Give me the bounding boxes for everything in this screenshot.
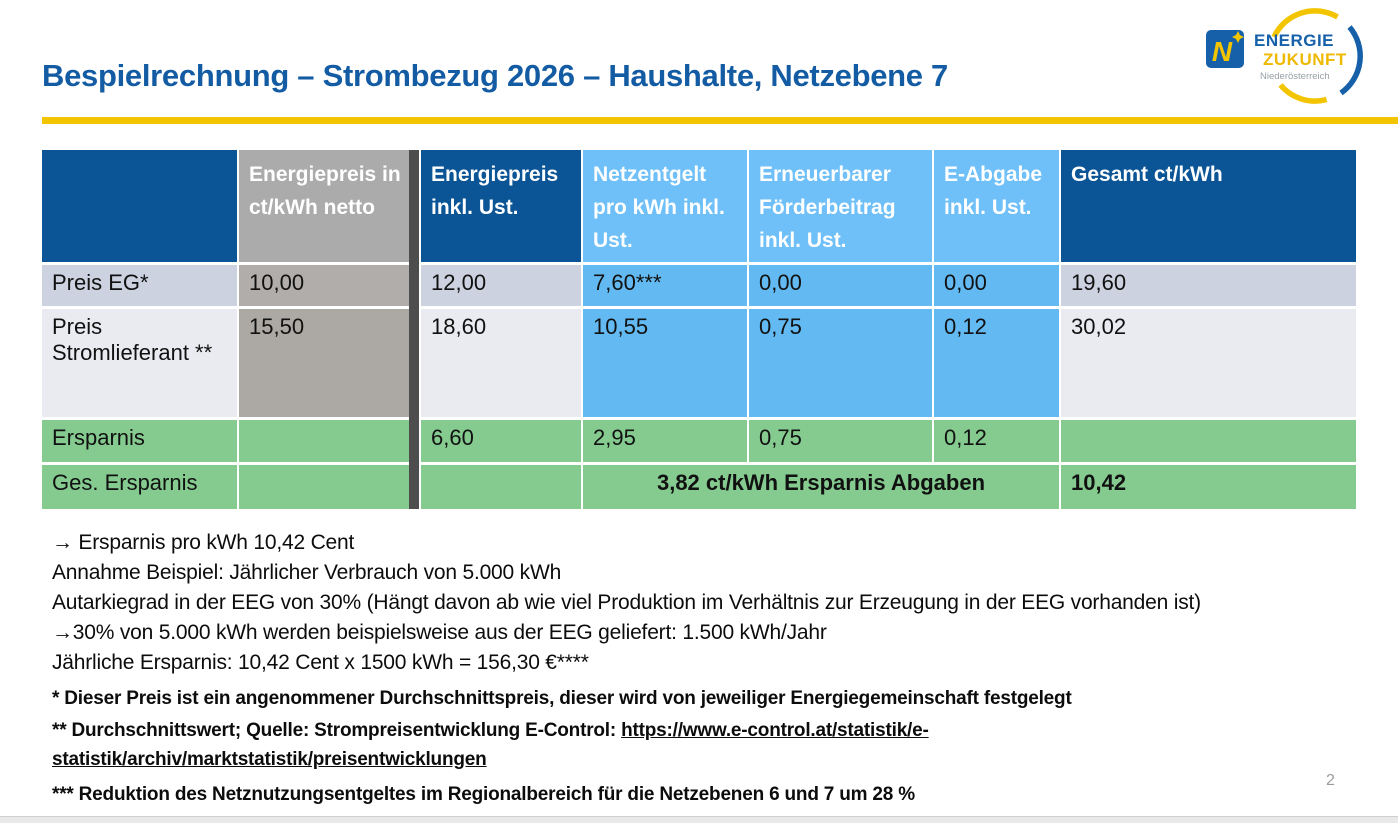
bottom-edge-bar [0, 816, 1398, 823]
cell-netzentgelt: 7,60*** [583, 265, 747, 306]
note-autarkiegrad: Autarkiegrad in der EEG von 30% (Hängt d… [52, 591, 1201, 614]
cell-brutto: 12,00 [421, 265, 581, 306]
header-cell-eabgabe: E-Abgabe inkl. Ust. [934, 150, 1059, 262]
table-row-ersparnis: Ersparnis 6,60 2,95 0,75 0,12 [42, 420, 1356, 462]
logo-graphic: N ENERGIE ZUKUNFT Niederösterreich [1206, 8, 1363, 104]
cell-gesamt: 10,42 [1061, 465, 1356, 509]
row-label: Preis Stromlieferant ** [42, 309, 237, 417]
cell-gesamt [1061, 420, 1356, 462]
e-control-link[interactable]: https://www.e-control.at/statistik/e-sta… [52, 720, 929, 770]
footnote-2-text: ** Durchschnittswert; Quelle: Strompreis… [52, 720, 622, 741]
cell-netto [239, 420, 409, 462]
row-label: Preis EG* [42, 265, 237, 306]
logo-text-energie: ENERGIE [1254, 31, 1334, 50]
header-cell-energiepreis-netto: Energiepreis in ct/kWh netto [239, 150, 409, 262]
header-cell-netzentgelt: Netzentgelt pro kWh inkl. Ust. [583, 150, 747, 262]
note-30-prozent: →30% von 5.000 kWh werden beispielsweise… [52, 621, 827, 644]
logo-n-letter: N [1212, 36, 1233, 67]
cell-netto: 15,50 [239, 309, 409, 417]
energie-zukunft-logo: N ENERGIE ZUKUNFT Niederösterreich [1200, 4, 1390, 104]
table-row-preis-eg: Preis EG* 10,00 12,00 7,60*** 0,00 0,00 … [42, 265, 1356, 306]
cell-foerderbeitrag: 0,00 [749, 265, 932, 306]
logo-text-zukunft: ZUKUNFT [1263, 50, 1347, 69]
yellow-divider-rule [42, 117, 1398, 124]
cell-foerderbeitrag: 0,75 [749, 309, 932, 417]
row-label: Ges. Ersparnis [42, 465, 237, 509]
note-annahme: Annahme Beispiel: Jährlicher Verbrauch v… [52, 561, 562, 584]
logo-text-niederoesterreich: Niederösterreich [1260, 71, 1330, 82]
footnotes-block: * Dieser Preis ist ein angenommener Durc… [52, 684, 1072, 811]
logo-n-square [1206, 30, 1244, 68]
header-cell-energiepreis-brutto: Energiepreis inkl. Ust. [421, 150, 581, 262]
footnote-2: ** Durchschnittswert; Quelle: Strompreis… [52, 716, 1002, 774]
cell-eabgabe: 0,12 [934, 309, 1059, 417]
cell-eabgabe: 0,00 [934, 265, 1059, 306]
table-row-preis-stromlieferant: Preis Stromlieferant ** 15,50 18,60 10,5… [42, 309, 1356, 417]
page-number: 2 [1326, 772, 1335, 789]
cell-gesamt: 19,60 [1061, 265, 1356, 306]
cell-foerderbeitrag: 0,75 [749, 420, 932, 462]
cell-brutto: 6,60 [421, 420, 581, 462]
cell-netzentgelt: 2,95 [583, 420, 747, 462]
cell-eabgabe: 0,12 [934, 420, 1059, 462]
cell-gesamt: 30,02 [1061, 309, 1356, 417]
notes-block: → Ersparnis pro kWh 10,42 Cent Annahme B… [52, 528, 1201, 678]
cell-netzentgelt: 10,55 [583, 309, 747, 417]
cell-empty [421, 465, 581, 509]
table-header-row: Energiepreis in ct/kWh netto Energieprei… [42, 150, 1356, 262]
cell-netto: 10,00 [239, 265, 409, 306]
row-label: Ersparnis [42, 420, 237, 462]
header-cell-gesamt: Gesamt ct/kWh [1061, 150, 1356, 262]
footnote-1: * Dieser Preis ist ein angenommener Durc… [52, 688, 1072, 709]
note-ersparnis-pro-kwh: → Ersparnis pro kWh 10,42 Cent [52, 531, 355, 554]
table-vertical-divider [409, 150, 419, 509]
pricing-table: Energiepreis in ct/kWh netto Energieprei… [42, 150, 1356, 512]
table-row-ges-ersparnis: Ges. Ersparnis 3,82 ct/kWh Ersparnis Abg… [42, 465, 1356, 509]
header-cell-foerderbeitrag: Erneuerbarer Förderbeitrag inkl. Ust. [749, 150, 932, 262]
logo-star-icon [1232, 31, 1244, 43]
logo-arc-top-icon [1271, 8, 1339, 39]
header-cell-empty [42, 150, 237, 262]
cell-empty [239, 465, 409, 509]
footnote-3: *** Reduktion des Netznutzungsentgeltes … [52, 784, 915, 805]
cell-brutto: 18,60 [421, 309, 581, 417]
logo-arc-bottom-icon [1278, 83, 1328, 104]
note-jaehrliche-ersparnis: Jährliche Ersparnis: 10,42 Cent x 1500 k… [52, 651, 589, 674]
page-title: Bespielrechnung – Strombezug 2026 – Haus… [42, 58, 949, 93]
cell-ersparnis-abgaben: 3,82 ct/kWh Ersparnis Abgaben [583, 465, 1059, 509]
logo-arc-right-icon [1339, 25, 1363, 96]
